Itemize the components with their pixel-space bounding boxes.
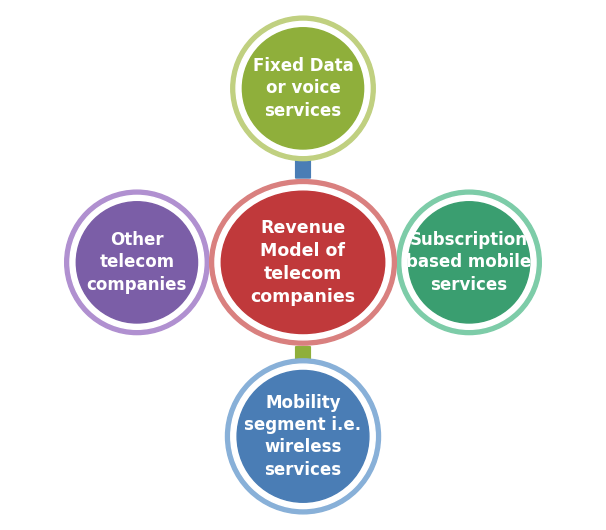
Circle shape: [237, 370, 369, 502]
Circle shape: [402, 196, 536, 329]
Circle shape: [225, 359, 381, 514]
Circle shape: [397, 190, 541, 334]
Circle shape: [236, 21, 370, 155]
Circle shape: [76, 202, 198, 323]
Circle shape: [408, 202, 530, 323]
Text: Revenue
Model of
telecom
companies: Revenue Model of telecom companies: [250, 219, 356, 306]
FancyArrow shape: [288, 347, 318, 386]
Ellipse shape: [221, 191, 385, 333]
Circle shape: [231, 364, 375, 509]
Text: Fixed Data
or voice
services: Fixed Data or voice services: [253, 57, 353, 120]
Circle shape: [231, 16, 375, 161]
Circle shape: [65, 190, 209, 334]
FancyArrow shape: [398, 248, 438, 277]
Text: Subscription
based mobile
services: Subscription based mobile services: [407, 231, 531, 294]
Ellipse shape: [215, 185, 391, 340]
Ellipse shape: [210, 180, 396, 345]
FancyArrow shape: [288, 138, 318, 178]
Circle shape: [242, 28, 364, 149]
FancyArrow shape: [168, 248, 208, 277]
Text: Mobility
segment i.e.
wireless
services: Mobility segment i.e. wireless services: [244, 394, 362, 479]
Circle shape: [70, 196, 204, 329]
Text: Other
telecom
companies: Other telecom companies: [87, 231, 187, 294]
